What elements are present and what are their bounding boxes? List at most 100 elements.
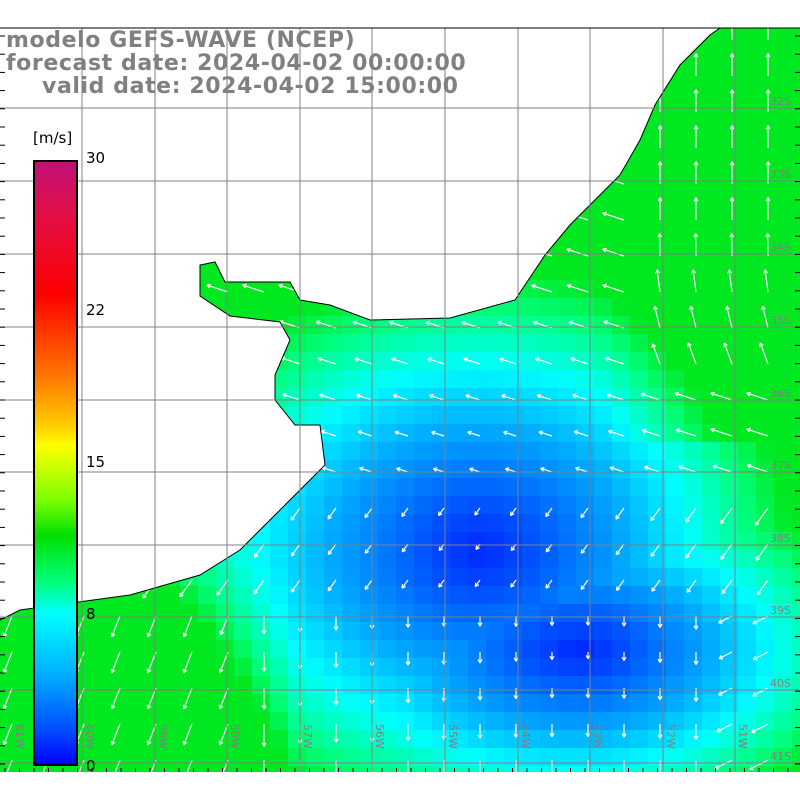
speed-cell — [162, 244, 180, 262]
speed-cell — [468, 550, 486, 568]
speed-cell — [252, 406, 270, 424]
speed-cell — [684, 100, 702, 118]
speed-cell — [468, 226, 486, 244]
speed-cell — [324, 550, 342, 568]
speed-cell — [126, 406, 144, 424]
speed-cell — [558, 154, 576, 172]
speed-cell — [306, 226, 324, 244]
speed-cell — [162, 154, 180, 172]
speed-cell — [738, 424, 756, 442]
speed-cell — [198, 766, 216, 772]
speed-cell — [252, 766, 270, 772]
speed-cell — [756, 226, 774, 244]
wind-arrow — [327, 579, 337, 592]
wind-arrow — [98, 247, 121, 257]
wind-arrow — [763, 269, 769, 293]
speed-cell — [540, 280, 558, 298]
speed-cell — [540, 748, 558, 766]
wind-arrow — [247, 465, 265, 473]
speed-cell — [432, 604, 450, 622]
speed-cell — [0, 298, 18, 316]
wind-arrow — [621, 652, 627, 661]
speed-cell — [720, 226, 738, 244]
speed-cell — [702, 334, 720, 352]
speed-cell — [432, 658, 450, 676]
speed-cell — [414, 604, 432, 622]
speed-cell — [342, 604, 360, 622]
speed-cell — [450, 622, 468, 640]
speed-cell — [774, 640, 792, 658]
wind-arrow — [394, 430, 409, 437]
speed-cell — [522, 514, 540, 532]
speed-cell — [396, 388, 414, 406]
speed-cell — [612, 730, 630, 748]
wind-arrow — [657, 724, 663, 739]
wind-arrow — [657, 161, 663, 184]
speed-cell — [594, 694, 612, 712]
speed-cell — [756, 190, 774, 208]
speed-cell — [666, 262, 684, 280]
speed-cell — [144, 226, 162, 244]
speed-cell — [684, 568, 702, 586]
speed-cell — [252, 640, 270, 658]
speed-cell — [108, 514, 126, 532]
speed-cell — [378, 190, 396, 208]
speed-cell — [126, 118, 144, 136]
speed-cell — [360, 478, 378, 496]
speed-cell — [144, 370, 162, 388]
speed-cell — [414, 370, 432, 388]
wind-arrow — [566, 283, 589, 293]
speed-cell — [540, 28, 558, 46]
speed-cell — [378, 586, 396, 604]
speed-cell — [630, 604, 648, 622]
speed-cell — [288, 586, 306, 604]
speed-cell — [108, 262, 126, 280]
wind-arrow — [459, 284, 481, 293]
speed-cell — [108, 316, 126, 334]
speed-cell — [144, 154, 162, 172]
speed-cell — [504, 118, 522, 136]
speed-cell — [234, 118, 252, 136]
speed-cell — [0, 244, 18, 262]
speed-cell — [198, 262, 216, 280]
wind-arrow — [110, 651, 121, 674]
speed-cell — [756, 694, 774, 712]
speed-cell — [18, 730, 36, 748]
speed-cell — [234, 694, 252, 712]
speed-cell — [630, 766, 648, 772]
speed-cell — [126, 514, 144, 532]
wind-arrow — [0, 392, 13, 401]
wind-arrow — [685, 543, 697, 559]
speed-cell — [198, 406, 216, 424]
wind-arrow — [575, 466, 589, 473]
speed-cell — [90, 568, 108, 586]
speed-cell — [396, 622, 414, 640]
wind-arrow — [106, 507, 121, 527]
speed-cell — [396, 604, 414, 622]
speed-cell — [234, 370, 252, 388]
speed-cell — [180, 604, 198, 622]
speed-cell — [378, 208, 396, 226]
speed-cell — [792, 316, 800, 334]
speed-cell — [486, 622, 504, 640]
wind-arrow — [327, 543, 337, 556]
colorbar-tick: 0 — [86, 757, 96, 775]
speed-cell — [342, 460, 360, 478]
speed-cell — [702, 442, 720, 460]
speed-cell — [378, 352, 396, 370]
speed-cell — [18, 658, 36, 676]
speed-cell — [180, 676, 198, 694]
speed-cell — [684, 478, 702, 496]
speed-cell — [594, 568, 612, 586]
speed-cell — [216, 118, 234, 136]
wind-arrow — [386, 139, 409, 149]
speed-cell — [594, 100, 612, 118]
speed-cell — [504, 64, 522, 82]
speed-cell — [504, 442, 522, 460]
title-model: modelo GEFS-WAVE (NCEP) — [6, 28, 356, 53]
speed-cell — [90, 478, 108, 496]
speed-cell — [414, 460, 432, 478]
speed-cell — [324, 370, 342, 388]
speed-cell — [630, 28, 648, 46]
speed-cell — [558, 352, 576, 370]
